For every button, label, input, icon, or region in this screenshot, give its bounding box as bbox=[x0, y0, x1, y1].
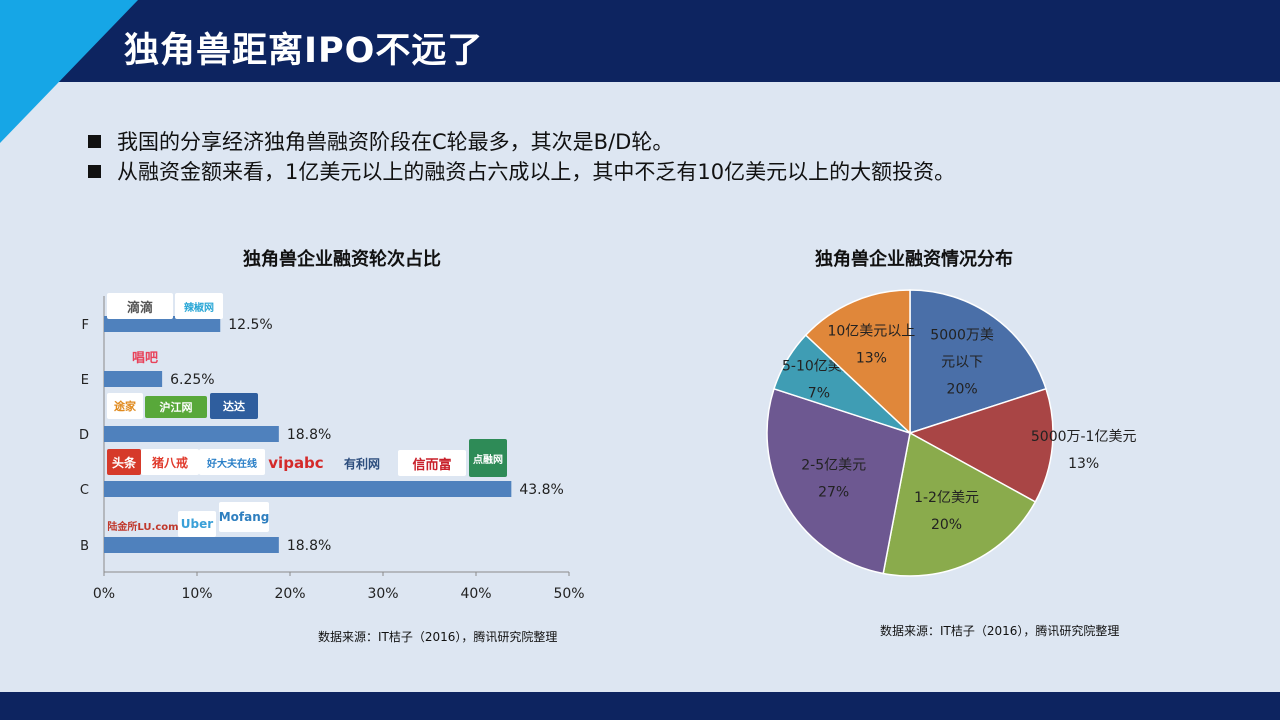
page-title: 独角兽距离IPO不远了 bbox=[124, 31, 484, 71]
bullet-square-icon bbox=[88, 164, 101, 178]
bar-chart-title: 独角兽企业融资轮次占比 bbox=[243, 249, 441, 270]
pie-chart-title: 独角兽企业融资情况分布 bbox=[815, 249, 1013, 270]
bar-x-tick-label: 30% bbox=[367, 586, 398, 602]
logo-uber: Uber bbox=[178, 511, 216, 537]
bar-B bbox=[104, 537, 279, 553]
bar-data-label: 12.5% bbox=[228, 317, 272, 333]
logo-haodaifu: 好大夫在线 bbox=[199, 449, 265, 475]
bar-C bbox=[104, 481, 512, 497]
pie-slice-label: 13% bbox=[1068, 456, 1099, 472]
logo-toutiao: 头条 bbox=[107, 449, 141, 475]
bar-x-tick-label: 0% bbox=[93, 586, 115, 602]
logo-dianrong: 点融网 bbox=[469, 439, 507, 477]
bullet-list: 我国的分享经济独角兽融资阶段在C轮最多，其次是B/D轮。 从融资金额来看，1亿美… bbox=[88, 126, 955, 186]
logo-changba: 唱吧 bbox=[107, 343, 183, 369]
bar-x-tick-label: 20% bbox=[274, 586, 305, 602]
logo-hujiang: 沪江网 bbox=[145, 396, 207, 418]
pie-slice-label: 27% bbox=[818, 485, 849, 501]
logo-lufax: 陆金所LU.com bbox=[107, 515, 179, 535]
pie-slice bbox=[804, 289, 911, 435]
bar-x-tick-label: 50% bbox=[553, 586, 584, 602]
pie-slice-label: 13% bbox=[856, 350, 887, 366]
logo-lajiao: 辣椒网 bbox=[175, 293, 223, 319]
pie-slice-label: 5000万-1亿美元 bbox=[1031, 429, 1137, 445]
bar-chart-source: 数据来源：IT桔子（2016），腾讯研究院整理 bbox=[318, 630, 558, 644]
corner-accent bbox=[0, 0, 138, 143]
bar-category-label: C bbox=[80, 483, 89, 498]
pie-chart-source: 数据来源：IT桔子（2016），腾讯研究院整理 bbox=[880, 624, 1120, 638]
bar-D bbox=[104, 426, 279, 442]
pie-slice bbox=[909, 289, 1047, 435]
pie-slice bbox=[882, 431, 1037, 577]
pie-slice bbox=[766, 387, 911, 575]
bar-data-label: 18.8% bbox=[287, 538, 331, 554]
bar-data-label: 18.8% bbox=[287, 427, 331, 443]
bar-E bbox=[104, 371, 163, 387]
pie-slice-label: 10亿美元以上 bbox=[827, 323, 915, 339]
pie-slice bbox=[908, 387, 1054, 503]
bullet-item: 从融资金额来看，1亿美元以上的融资占六成以上，其中不乏有10亿美元以上的大额投资… bbox=[88, 156, 955, 186]
bullet-item: 我国的分享经济独角兽融资阶段在C轮最多，其次是B/D轮。 bbox=[88, 126, 955, 156]
logo-tujia: 途家 bbox=[107, 393, 143, 419]
bullet-text: 我国的分享经济独角兽融资阶段在C轮最多，其次是B/D轮。 bbox=[117, 130, 674, 154]
pie-slice-label: 2-5亿美元 bbox=[801, 458, 866, 474]
logo-youli: 有利网 bbox=[328, 452, 396, 474]
bullet-text: 从融资金额来看，1亿美元以上的融资占六成以上，其中不乏有10亿美元以上的大额投资… bbox=[117, 160, 956, 184]
pie-slice-label: 5000万美 bbox=[930, 327, 994, 343]
bar-data-label: 43.8% bbox=[519, 482, 563, 498]
bar-category-label: F bbox=[82, 318, 89, 333]
pie-slice-label: 20% bbox=[947, 381, 978, 397]
logo-dada: 达达 bbox=[210, 393, 258, 419]
logo-zhubajie: 猪八戒 bbox=[141, 449, 199, 475]
bar-category-label: E bbox=[81, 373, 89, 388]
bar-x-tick-label: 10% bbox=[181, 586, 212, 602]
pie-slice-label: 元以下 bbox=[941, 354, 983, 370]
bar-category-label: B bbox=[80, 539, 89, 554]
header-bar bbox=[0, 0, 1280, 82]
bar-category-label: D bbox=[79, 428, 89, 443]
pie-slice-label: 20% bbox=[931, 517, 962, 533]
logo-mofang: Mofang bbox=[219, 502, 269, 532]
bar-x-tick-label: 40% bbox=[460, 586, 491, 602]
footer-bar bbox=[0, 692, 1280, 720]
pie-slice-label: 1-2亿美元 bbox=[914, 490, 979, 506]
bullet-square-icon bbox=[88, 134, 101, 148]
bar-data-label: 6.25% bbox=[170, 372, 214, 388]
bar-F bbox=[104, 316, 221, 332]
logo-didi: 滴滴 bbox=[107, 293, 173, 319]
logo-xinerfu: 信而富 bbox=[398, 450, 466, 476]
pie-slice-label: 7% bbox=[808, 386, 830, 402]
logo-vipabc: vipabc bbox=[266, 452, 326, 474]
